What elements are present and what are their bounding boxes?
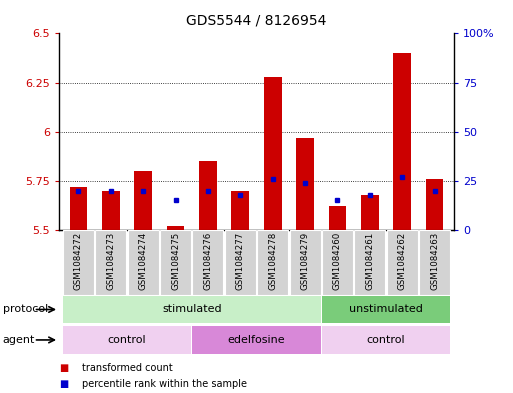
Bar (231, 191, 249, 230)
Bar (264, 77, 282, 230)
Bar (361, 195, 379, 230)
Text: transformed count: transformed count (82, 363, 173, 373)
Bar (296, 138, 314, 230)
Text: GSM1084279: GSM1084279 (301, 232, 309, 290)
Bar (192, 326, 321, 354)
Bar (160, 230, 191, 295)
Text: ■: ■ (59, 379, 68, 389)
Text: percentile rank within the sample: percentile rank within the sample (82, 379, 247, 389)
Bar (95, 230, 126, 295)
Bar (257, 230, 288, 295)
Text: GSM1084274: GSM1084274 (139, 232, 148, 290)
Text: GSM1084272: GSM1084272 (74, 232, 83, 290)
Bar (63, 326, 191, 354)
Text: GSM1084273: GSM1084273 (106, 232, 115, 290)
Bar (328, 206, 346, 230)
Bar (426, 179, 443, 230)
Text: stimulated: stimulated (162, 305, 222, 314)
Bar (199, 161, 217, 230)
Bar (354, 230, 385, 295)
Text: control: control (108, 335, 146, 345)
Text: ■: ■ (59, 363, 68, 373)
Bar (192, 230, 224, 295)
Text: GSM1084263: GSM1084263 (430, 232, 439, 290)
Bar (387, 230, 418, 295)
Text: edelfosine: edelfosine (228, 335, 285, 345)
Bar (393, 53, 411, 230)
Text: GSM1084278: GSM1084278 (268, 232, 277, 290)
Text: GSM1084261: GSM1084261 (365, 232, 374, 290)
Bar (419, 230, 450, 295)
Text: GSM1084260: GSM1084260 (333, 232, 342, 290)
Bar (134, 171, 152, 230)
Bar (225, 230, 256, 295)
Text: protocol: protocol (3, 305, 48, 314)
Text: GSM1084275: GSM1084275 (171, 232, 180, 290)
Bar (322, 326, 450, 354)
Text: GSM1084277: GSM1084277 (236, 232, 245, 290)
Text: GSM1084262: GSM1084262 (398, 232, 407, 290)
Bar (289, 230, 321, 295)
Bar (128, 230, 159, 295)
Bar (322, 296, 450, 323)
Bar (70, 187, 87, 230)
Text: GSM1084276: GSM1084276 (204, 232, 212, 290)
Text: GDS5544 / 8126954: GDS5544 / 8126954 (186, 14, 327, 28)
Bar (102, 191, 120, 230)
Text: unstimulated: unstimulated (349, 305, 423, 314)
Text: control: control (367, 335, 405, 345)
Bar (167, 226, 185, 230)
Bar (322, 230, 353, 295)
Bar (63, 230, 94, 295)
Text: agent: agent (3, 335, 35, 345)
Bar (63, 296, 321, 323)
